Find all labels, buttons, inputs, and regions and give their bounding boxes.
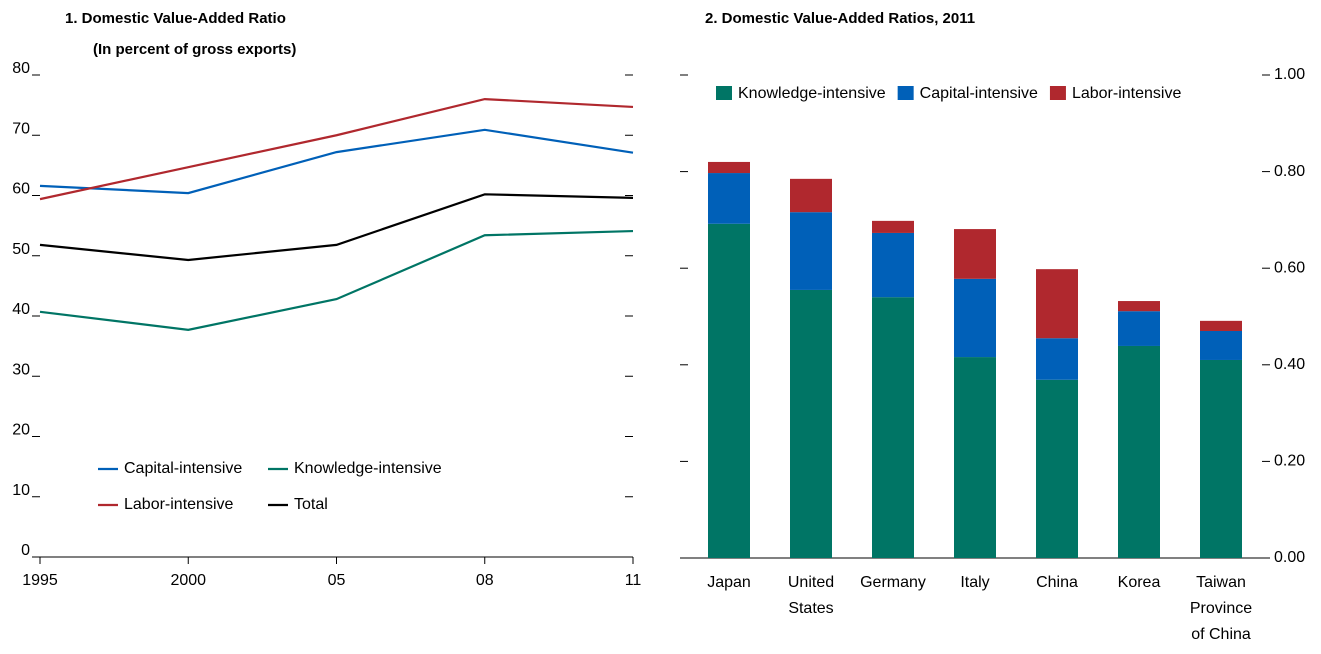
bar-segment xyxy=(1036,269,1078,339)
y-tick-label: 0 xyxy=(21,542,30,559)
legend-label: Capital-intensive xyxy=(920,85,1038,102)
bar-segment xyxy=(790,212,832,290)
legend-swatch xyxy=(897,86,914,100)
legend-swatch xyxy=(716,86,732,100)
y-tick-label: 10 xyxy=(12,482,30,499)
chart-title: 1. Domestic Value-Added Ratio xyxy=(65,10,286,27)
bar-segment xyxy=(1118,311,1160,346)
y-tick-label: 0.60 xyxy=(1274,259,1305,276)
y-tick-label: 80 xyxy=(12,60,30,77)
bar-segment xyxy=(1200,330,1242,360)
x-tick-label: Taiwan Province of China xyxy=(1189,574,1253,643)
y-tick-label: 0.20 xyxy=(1274,453,1305,470)
bar-segment xyxy=(1200,320,1242,331)
y-tick-label: 30 xyxy=(12,361,30,378)
bar-segment xyxy=(1118,345,1160,558)
bar-segment xyxy=(872,297,914,558)
bar-segment xyxy=(872,220,914,233)
series-line xyxy=(39,229,634,331)
bar-segment xyxy=(1200,359,1242,558)
chart-subtitle: (In percent of gross exports) xyxy=(93,41,296,58)
bar-segment xyxy=(954,357,996,558)
series-line xyxy=(39,193,634,262)
x-tick-label: China xyxy=(1036,574,1078,591)
y-tick-label: 0.00 xyxy=(1274,549,1305,566)
y-tick-label: 0.40 xyxy=(1274,356,1305,373)
x-tick-label: Japan xyxy=(707,574,751,591)
y-tick-label: 70 xyxy=(12,120,30,137)
legend-label: Total xyxy=(294,496,328,513)
bar-segment xyxy=(1036,338,1078,380)
y-tick-label: 0.80 xyxy=(1274,163,1305,180)
series-line xyxy=(39,128,634,195)
y-tick-label: 40 xyxy=(12,301,30,318)
bar-segment xyxy=(1118,301,1160,312)
chart-title: 2. Domestic Value-Added Ratios, 2011 xyxy=(705,10,975,27)
x-tick-label: 1995 xyxy=(22,572,58,589)
legend-label: Labor-intensive xyxy=(124,496,234,513)
bar-segment xyxy=(954,229,996,279)
x-tick-label: 2000 xyxy=(170,572,206,589)
y-tick-label: 1.00 xyxy=(1274,66,1305,83)
legend-label: Knowledge-intensive xyxy=(738,85,886,102)
bar-segment xyxy=(708,173,750,224)
legend-swatch xyxy=(1049,86,1066,100)
bar-segment xyxy=(872,232,914,298)
x-tick-label: Italy xyxy=(960,574,990,591)
bar-segment xyxy=(790,289,832,558)
x-tick-label: 05 xyxy=(328,572,346,589)
legend-label: Knowledge-intensive xyxy=(294,460,442,477)
legend-label: Labor-intensive xyxy=(1072,85,1182,102)
x-tick-label: 08 xyxy=(476,572,494,589)
series-line xyxy=(39,97,634,201)
bar-segment xyxy=(790,178,832,213)
bar-segment xyxy=(954,278,996,358)
y-tick-label: 50 xyxy=(12,241,30,258)
bar-segment xyxy=(1036,379,1078,558)
y-tick-label: 60 xyxy=(12,181,30,198)
bar-segment xyxy=(708,223,750,558)
bar-segment xyxy=(708,161,750,174)
x-tick-label: Germany xyxy=(860,574,926,591)
legend-label: Capital-intensive xyxy=(124,460,242,477)
y-tick-label: 20 xyxy=(12,422,30,439)
x-tick-label: United States xyxy=(787,574,835,617)
x-tick-label: 11 xyxy=(625,572,642,589)
x-tick-label: Korea xyxy=(1117,574,1161,591)
